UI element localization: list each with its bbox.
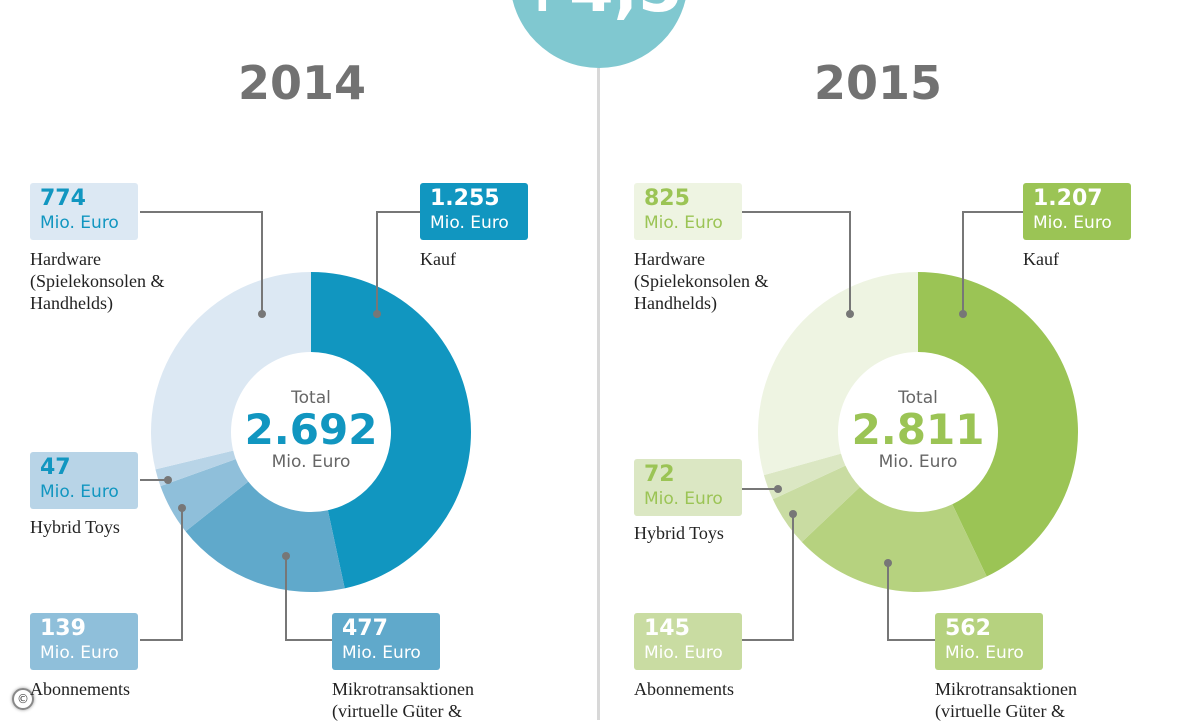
leader-line [887,563,935,641]
leader-dot [164,476,172,484]
unit-label: Mio. Euro [945,643,1024,663]
leader-dot [959,310,967,318]
unit-label: Mio. Euro [1033,213,1112,233]
value-label: 72 [644,462,675,487]
category-label: Kauf [420,249,456,269]
value-label: 477 [342,616,388,641]
donut-slice-0-3 [155,450,236,487]
value-label: 562 [945,616,991,641]
leader-dot [884,559,892,567]
value-label: 1.207 [1033,186,1103,211]
value-label: 825 [644,186,690,211]
donut-slice-1-3 [763,453,846,500]
total-value: 2.811 [851,405,985,454]
donut-slice-0-4 [151,272,311,470]
year-2014-title: 2014 [237,56,367,110]
donut-slice-1-4 [758,272,918,476]
category-label: Abonnements [30,679,130,699]
category-label: Hardware (Spielekonsolen & Handhelds) [634,249,769,313]
leader-dot [846,310,854,318]
value-box: 774 Mio. Euro [30,183,138,240]
total-label: Total [291,388,331,408]
category-label: Hybrid Toys [634,523,724,543]
leader-dot [789,510,797,518]
leader-dot [258,310,266,318]
unit-label: Mio. Euro [430,213,509,233]
value-label: 47 [40,455,71,480]
leader-line [140,508,183,641]
total-unit: Mio. Euro [271,452,351,472]
unit-label: Mio. Euro [644,643,723,663]
divider [597,68,600,720]
donut-slice-1-0 [918,272,1079,577]
leader-dot [178,504,186,512]
donut-slice-1-1 [801,487,987,592]
value-box: 145 Mio. Euro [634,613,742,670]
value-label: 774 [40,186,86,211]
category-label: Hybrid Toys [30,517,120,537]
value-box: 477 Mio. Euro [332,613,440,670]
leader-line [962,211,1023,314]
unit-label: Mio. Euro [644,489,723,509]
value-box: 139 Mio. Euro [30,613,138,670]
value-label: 1.255 [430,186,500,211]
value-box: 72 Mio. Euro [634,459,742,516]
value-box: 562 Mio. Euro [935,613,1043,670]
unit-label: Mio. Euro [342,643,421,663]
leader-line [742,211,851,314]
leader-line [140,211,263,314]
unit-label: Mio. Euro [40,213,119,233]
donut-slice-1-2 [772,465,860,543]
unit-label: Mio. Euro [40,643,119,663]
category-label: Mikrotransaktionen (virtuelle Güter & [935,679,1077,721]
leader-dot [373,310,381,318]
category-label: Abonnements [634,679,734,699]
unit-label: Mio. Euro [644,213,723,233]
category-label: Kauf [1023,249,1059,269]
total-label: Total [898,388,938,408]
leader-dot [774,485,782,493]
value-box: 825 Mio. Euro [634,183,742,240]
total-value: 2.692 [244,405,378,454]
leader-line [742,514,794,641]
year-2015-title: 2015 [813,56,943,110]
value-label: 139 [40,616,86,641]
unit-label: Mio. Euro [40,482,119,502]
value-label: 145 [644,616,690,641]
donut-slice-0-1 [185,481,345,592]
value-box: 47 Mio. Euro [30,452,138,509]
donut-slice-0-0 [311,272,472,589]
category-label: Hardware (Spielekonsolen & Handhelds) [30,249,165,313]
total-center: Total 2.811 Mio. Euro [833,388,1003,472]
leader-line [376,211,420,314]
copyright-icon: © [12,688,34,710]
category-label: Mikrotransaktionen (virtuelle Güter & [332,679,474,721]
total-center: Total 2.692 Mio. Euro [226,388,396,472]
value-box: 1.255 Mio. Euro [420,183,528,240]
leader-dot [282,552,290,560]
value-box: 1.207 Mio. Euro [1023,183,1131,240]
total-unit: Mio. Euro [878,452,958,472]
leader-line [285,556,332,641]
